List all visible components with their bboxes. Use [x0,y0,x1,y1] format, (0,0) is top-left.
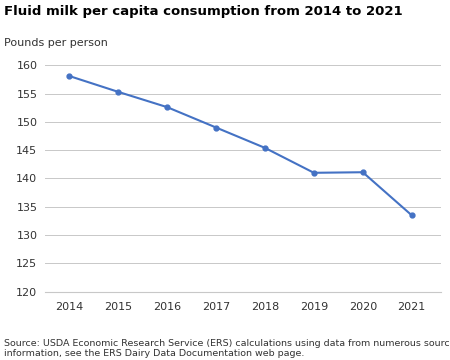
Text: Source: USDA Economic Research Service (ERS) calculations using data from numero: Source: USDA Economic Research Service (… [4,339,450,358]
Text: Fluid milk per capita consumption from 2014 to 2021: Fluid milk per capita consumption from 2… [4,5,403,18]
Text: Pounds per person: Pounds per person [4,38,108,48]
